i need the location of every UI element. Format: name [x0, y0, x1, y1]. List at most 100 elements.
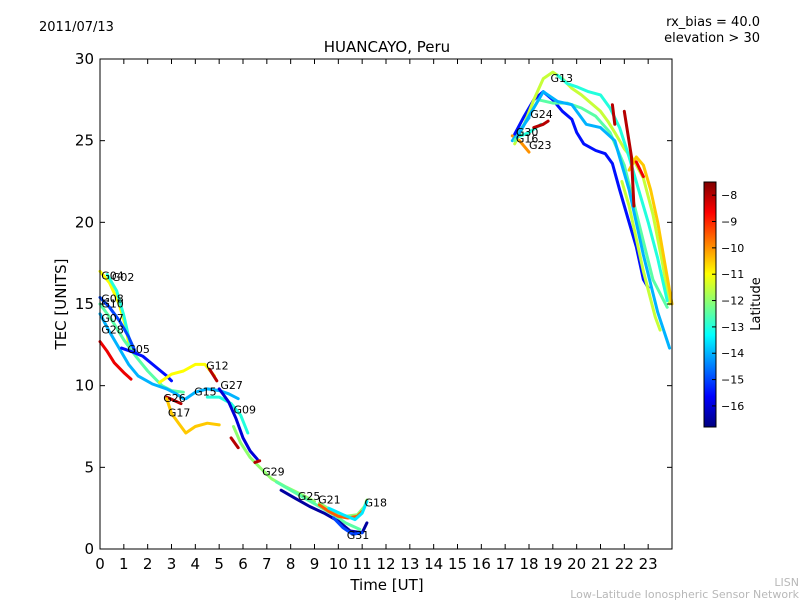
y-tick-label: 0 [84, 540, 94, 558]
y-tick-label: 15 [75, 295, 94, 313]
x-tick-label: 14 [424, 555, 443, 573]
satellite-label-g09: G09 [234, 403, 257, 416]
footer-network: Low-Latitude Ionospheric Sensor Network [570, 588, 799, 600]
x-tick-label: 21 [591, 555, 610, 573]
colorbar-ticks: −8 −9 −10 −11 −12 −13 −14 −15 −16 [712, 189, 744, 413]
colorbar-tick-label: −12 [721, 295, 744, 308]
x-tick-label: 1 [119, 555, 129, 573]
satellite-label-g26: G26 [163, 392, 186, 405]
series-g28 [98, 340, 133, 381]
colorbar-tick-label: −15 [721, 374, 744, 387]
x-tick-label: 22 [615, 555, 634, 573]
series-g07 [98, 312, 185, 401]
series-g17 [165, 397, 221, 435]
x-axis-ticks: 0 1 2 3 4 5 6 7 8 9 10 11 12 13 14 15 16 17 18 19 20 21 22 23 [95, 59, 658, 573]
x-tick-label: 20 [567, 555, 586, 573]
series-track-30 [622, 109, 636, 208]
x-tick-label: 3 [167, 555, 177, 573]
x-tick-label: 5 [214, 555, 224, 573]
series-track-34 [208, 367, 219, 383]
series-track-28 [532, 119, 550, 130]
y-tick-label: 5 [84, 458, 94, 476]
series-track-36 [327, 500, 369, 522]
series-g15 [184, 387, 240, 401]
satellite-label-g23: G23 [529, 139, 552, 152]
elevation-label: elevation > 30 [664, 31, 760, 46]
colorbar-tick-label: −16 [721, 400, 744, 413]
satellite-label-g24: G24 [530, 108, 553, 121]
series-g12 [158, 362, 216, 384]
x-tick-label: 6 [238, 555, 248, 573]
series-g08 [98, 296, 138, 355]
series-g13 [513, 70, 672, 306]
satellite-label-g07: G07 [101, 312, 124, 325]
satellite-label-g16: G16 [516, 132, 539, 145]
colorbar-tick-label: −10 [721, 242, 744, 255]
x-tick-label: 23 [639, 555, 658, 573]
date-label: 2011/07/13 [39, 20, 114, 35]
x-tick-label: 2 [143, 555, 153, 573]
y-tick-label: 20 [75, 213, 94, 231]
satellite-label-g05: G05 [127, 343, 150, 356]
x-tick-label: 7 [262, 555, 272, 573]
satellite-label-g29: G29 [262, 466, 285, 479]
x-tick-label: 17 [496, 555, 515, 573]
y-axis-label: TEC [UNITS] [52, 259, 70, 351]
x-tick-label: 8 [286, 555, 296, 573]
x-axis-label: Time [UT] [349, 576, 423, 594]
x-tick-label: 18 [519, 555, 538, 573]
data-series [98, 70, 674, 536]
satellite-label-g30: G30 [516, 126, 539, 139]
satellite-label-g12: G12 [206, 359, 229, 372]
satellite-label-g04: G04 [101, 270, 124, 283]
colorbar-tick-label: −9 [721, 216, 737, 229]
satellite-label-g13: G13 [551, 72, 574, 85]
y-tick-label: 25 [75, 132, 94, 150]
colorbar-tick-label: −11 [721, 268, 744, 281]
satellite-label-g18: G18 [365, 497, 388, 510]
satellite-label-g10: G10 [101, 297, 124, 310]
y-tick-label: 30 [75, 50, 94, 68]
colorbar-tick-label: −8 [721, 189, 737, 202]
x-tick-label: 16 [472, 555, 491, 573]
series-track-27 [620, 180, 662, 332]
satellite-label-g15: G15 [194, 386, 217, 399]
satellite-label-g28: G28 [101, 323, 124, 336]
colorbar [703, 181, 717, 428]
series-track-29 [610, 103, 617, 126]
x-tick-label: 15 [448, 555, 467, 573]
series-g31 [332, 516, 364, 536]
x-tick-label: 19 [543, 555, 562, 573]
y-axis-ticks: 0 5 10 15 20 25 30 [75, 50, 672, 558]
x-tick-label: 9 [310, 555, 320, 573]
x-tick-label: 12 [376, 555, 395, 573]
series-track-26 [627, 155, 674, 306]
colorbar-tick-label: −13 [721, 321, 744, 334]
colorbar-tick-label: −14 [721, 347, 744, 360]
satellite-label-g25: G25 [298, 490, 321, 503]
series-track-24 [515, 90, 672, 350]
satellite-label-g02: G02 [112, 271, 135, 284]
series-g26 [165, 395, 183, 406]
footer-lisn: LISN [774, 576, 799, 589]
series-track-31 [634, 160, 645, 179]
series-track-32 [229, 436, 240, 450]
satellite-label-g31: G31 [347, 529, 370, 542]
rx-bias-label: rx_bias = 40.0 [666, 15, 760, 30]
satellite-label-g21: G21 [318, 493, 341, 506]
x-tick-label: 11 [353, 555, 372, 573]
x-tick-label: 10 [329, 555, 348, 573]
satellite-label-g08: G08 [101, 292, 124, 305]
chart-title: HUANCAYO, Peru [324, 38, 450, 56]
y-tick-label: 10 [75, 377, 94, 395]
plot-area [100, 59, 672, 549]
series-track-33 [253, 459, 262, 464]
series-g09 [217, 387, 259, 461]
x-tick-label: 13 [400, 555, 419, 573]
series-g27 [205, 395, 250, 435]
x-tick-label: 0 [95, 555, 105, 573]
colorbar-label: Latitude [749, 277, 764, 331]
satellite-label-g27: G27 [220, 379, 243, 392]
